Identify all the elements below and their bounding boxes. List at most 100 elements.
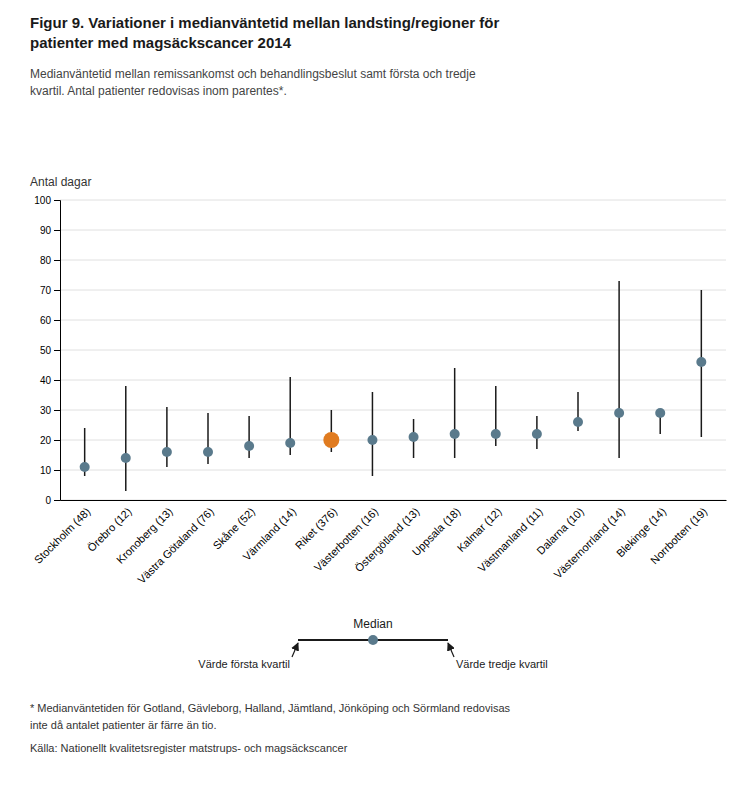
- title-group: Figur 9. Variationer i medianväntetid me…: [30, 14, 499, 98]
- legend-arrow: [448, 643, 454, 657]
- x-tick-label: Västernorrland (14): [552, 505, 628, 581]
- y-tick-label: 0: [45, 495, 51, 506]
- median-dot: [532, 429, 542, 439]
- x-axis-line: [61, 500, 727, 501]
- quartile-range: [618, 281, 620, 458]
- grid-line: [60, 200, 726, 201]
- footnote: inte då antalet patienter är färre än ti…: [30, 719, 217, 731]
- footnote: Källa: Nationellt kvalitetsregister mats…: [30, 742, 348, 754]
- y-tick-mark: [54, 260, 60, 261]
- median-dot: [573, 417, 583, 427]
- subtitle: kvartil. Antal patienter redovisas inom …: [30, 84, 287, 98]
- y-tick-mark: [54, 320, 60, 321]
- median-dot: [367, 435, 377, 445]
- x-tick: Uppsala (18): [410, 500, 463, 558]
- y-axis-line: [54, 201, 61, 501]
- median-dot: [323, 432, 339, 448]
- marks: [80, 281, 707, 491]
- grid-line: [60, 230, 726, 231]
- median-dot: [244, 441, 254, 451]
- y-tick: 90: [40, 225, 60, 236]
- x-tick-label: Västra Götaland (76): [135, 505, 216, 586]
- x-tick: Västra Götaland (76): [135, 500, 216, 586]
- y-tick-mark: [54, 410, 60, 411]
- x-tick-label: Östergötland (13): [352, 505, 421, 574]
- y-tick-label: 100: [34, 195, 51, 206]
- y-tick-label: 20: [40, 435, 52, 446]
- y-tick-mark: [54, 500, 60, 501]
- legend-arrow: [292, 643, 298, 657]
- y-tick: 0: [45, 495, 60, 506]
- x-tick-label: Uppsala (18): [410, 505, 463, 558]
- x-tick: Stockholm (48): [32, 500, 93, 566]
- y-axis: 0102030405060708090100: [34, 195, 60, 506]
- x-tick-label: Stockholm (48): [32, 505, 93, 566]
- quartile-range: [372, 392, 374, 476]
- y-tick-label: 80: [40, 255, 52, 266]
- grid: [60, 200, 726, 500]
- y-tick-mark: [54, 380, 60, 381]
- title: patienter med magsäckscancer 2014: [30, 34, 292, 51]
- footnotes: * Medianväntetiden för Gotland, Gävlebor…: [30, 702, 510, 754]
- y-tick-label: 60: [40, 315, 52, 326]
- x-tick: Västmanland (11): [476, 500, 545, 574]
- y-tick-label: 70: [40, 285, 52, 296]
- median-dot: [121, 453, 131, 463]
- y-tick-mark: [54, 200, 60, 201]
- quartile-range: [454, 368, 456, 458]
- y-tick-mark: [54, 470, 60, 471]
- median-dot: [203, 447, 213, 457]
- y-tick-mark: [54, 350, 60, 351]
- y-tick-label: 50: [40, 345, 52, 356]
- median-dot: [491, 429, 501, 439]
- legend-label: Värde tredje kvartil: [456, 658, 548, 670]
- quartile-range: [125, 386, 127, 491]
- x-tick: Värmland (14): [240, 500, 298, 563]
- y-tick: 100: [34, 195, 60, 206]
- y-tick: 70: [40, 285, 60, 296]
- chart: Figur 9. Variationer i medianväntetid me…: [0, 0, 746, 788]
- y-tick-mark: [54, 290, 60, 291]
- median-dot: [655, 408, 665, 418]
- y-tick-label: 10: [40, 465, 52, 476]
- median-dot: [450, 429, 460, 439]
- x-tick-label: Västmanland (11): [476, 505, 545, 574]
- legend-label: Värde första kvartil: [198, 658, 290, 670]
- legend-dot: [368, 635, 378, 645]
- y-tick: 20: [40, 435, 60, 446]
- footnote: * Medianväntetiden för Gotland, Gävlebor…: [30, 702, 510, 714]
- median-dot: [696, 357, 706, 367]
- median-dot: [162, 447, 172, 457]
- grid-line: [60, 380, 726, 381]
- title: Figur 9. Variationer i medianväntetid me…: [30, 14, 499, 31]
- y-tick-mark: [54, 230, 60, 231]
- x-tick-label: Värmland (14): [240, 505, 298, 563]
- y-tick: 30: [40, 405, 60, 416]
- grid-line: [60, 320, 726, 321]
- y-tick: 50: [40, 345, 60, 356]
- y-tick: 60: [40, 315, 60, 326]
- legend-label: Median: [353, 617, 392, 631]
- median-dot: [614, 408, 624, 418]
- grid-line: [60, 290, 726, 291]
- grid-line: [60, 410, 726, 411]
- y-axis-title: Antal dagar: [30, 175, 91, 189]
- grid-line: [60, 260, 726, 261]
- y-tick-mark: [54, 440, 60, 441]
- grid-line: [60, 470, 726, 471]
- quartile-range: [248, 416, 250, 458]
- grid-line: [60, 440, 726, 441]
- quartile-range: [166, 407, 168, 467]
- grid-line: [60, 500, 726, 501]
- subtitle: Medianväntetid mellan remissankomst och …: [30, 67, 476, 81]
- grid-line: [60, 350, 726, 351]
- y-tick: 80: [40, 255, 60, 266]
- legend: Median Värde första kvartil Värde tredje k…: [198, 617, 547, 670]
- median-dot: [285, 438, 295, 448]
- y-tick: 10: [40, 465, 60, 476]
- x-tick-label: Norrbotten (19): [648, 505, 709, 566]
- median-dot: [409, 432, 419, 442]
- x-axis: Stockholm (48)Örebro (12)Kronoberg (13)V…: [32, 500, 727, 586]
- x-tick: Norrbotten (19): [648, 500, 709, 566]
- y-tick-label: 30: [40, 405, 52, 416]
